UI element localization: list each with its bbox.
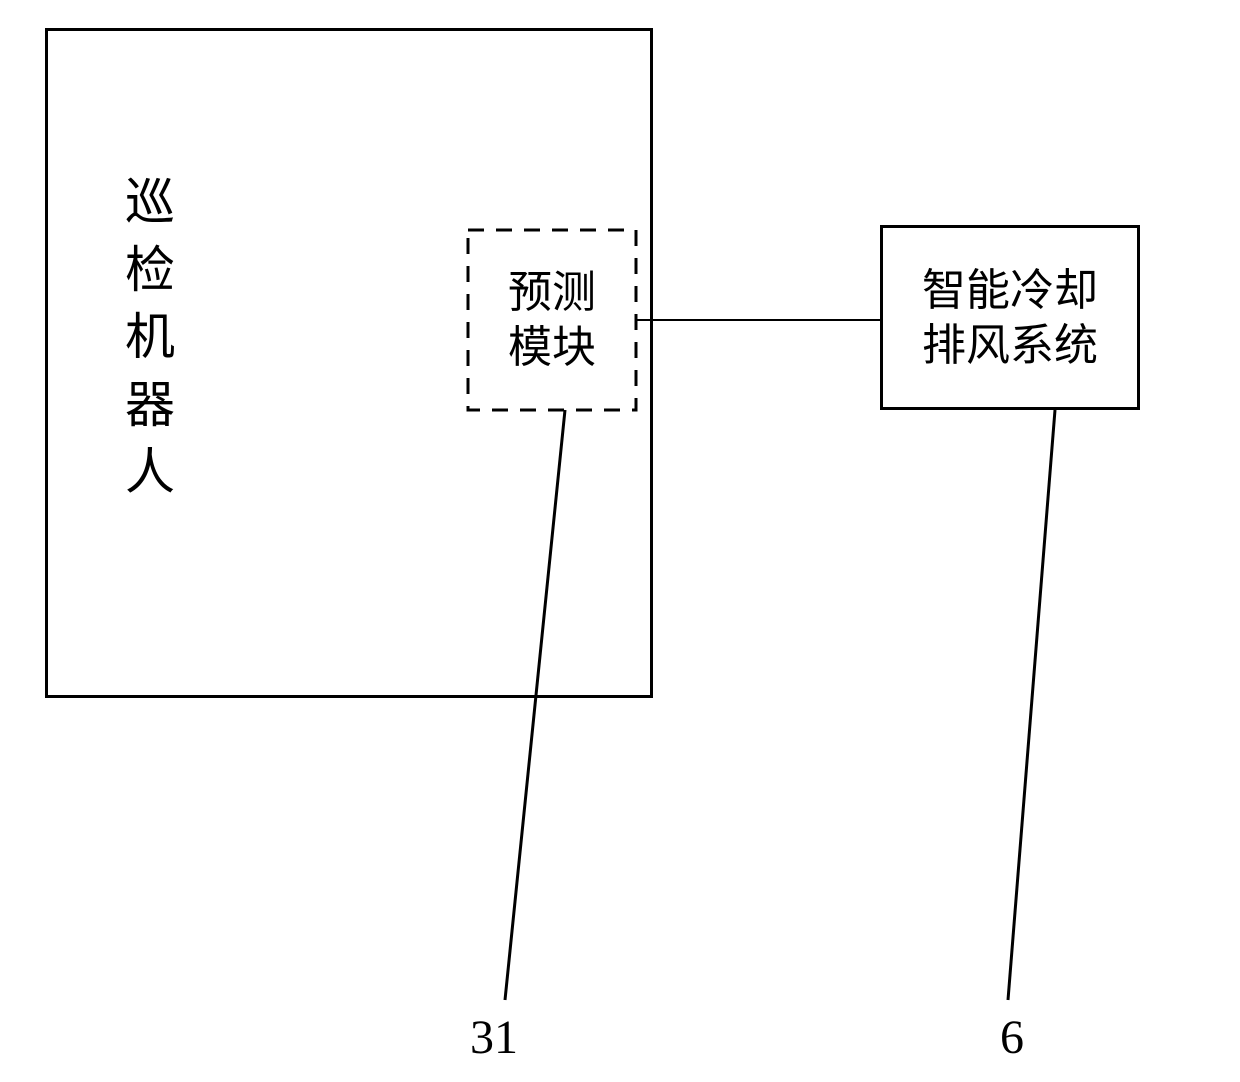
cooling-exhaust-system-label: 智能冷却 排风系统 xyxy=(922,263,1098,373)
cooling-label-line2: 排风系统 xyxy=(922,321,1098,370)
ref-6: 6 xyxy=(1000,1010,1024,1065)
leader-line-6 xyxy=(1008,410,1055,1000)
cooling-label-line1: 智能冷却 xyxy=(922,266,1098,315)
cooling-exhaust-system-box: 智能冷却 排风系统 xyxy=(880,225,1140,410)
diagram-canvas: { "colors": { "stroke": "#000000", "back… xyxy=(0,0,1240,1082)
inspection-robot-label-char: 机 xyxy=(125,304,175,372)
inspection-robot-label-char: 器 xyxy=(125,372,175,440)
inspection-robot-label-char: 检 xyxy=(125,237,175,305)
prediction-module-box: 预测 模块 xyxy=(468,230,636,410)
ref-31: 31 xyxy=(470,1010,518,1065)
prediction-label-line1: 预测 xyxy=(508,268,596,317)
inspection-robot-label: 巡检机器人 xyxy=(120,128,180,548)
inspection-robot-label-char: 人 xyxy=(125,439,175,507)
prediction-module-label: 预测 模块 xyxy=(508,265,596,375)
inspection-robot-label-char: 巡 xyxy=(125,169,175,237)
prediction-label-line2: 模块 xyxy=(508,323,596,372)
